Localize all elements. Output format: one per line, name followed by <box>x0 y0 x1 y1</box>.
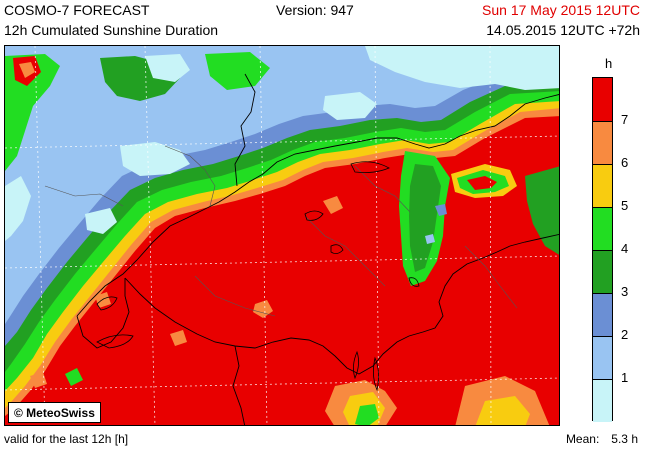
copyright-label: © MeteoSwiss <box>8 402 101 423</box>
field-yellow-south-2 <box>475 396 530 425</box>
graticule <box>5 46 559 425</box>
field-very-low-2 <box>120 142 190 176</box>
field-green-patch-1 <box>5 54 60 171</box>
field-orange-dot-3 <box>323 196 343 214</box>
legend-tick-label: 5 <box>621 198 629 213</box>
field-very-low-4 <box>365 46 559 90</box>
legend-tick-label: 4 <box>621 241 629 256</box>
legend-tick-label: 3 <box>621 284 629 299</box>
validity-note: valid for the last 12h [h] <box>4 432 129 446</box>
mean-label: Mean: <box>565 432 600 446</box>
legend-unit: h <box>605 56 613 71</box>
field-green-patch-3 <box>205 52 270 90</box>
field-orange-dot-1 <box>253 300 273 318</box>
legend-swatch <box>593 293 612 336</box>
valid-time: Sun 17 May 2015 12UTC <box>482 2 640 18</box>
legend-colorbar <box>592 77 613 422</box>
legend-swatch <box>593 336 612 379</box>
field-orange-dot-2 <box>170 330 187 346</box>
field-blue-east-dot-2 <box>425 234 435 244</box>
field-very-low-5 <box>5 176 31 241</box>
run-time: 14.05.2015 12UTC +72h <box>486 22 640 38</box>
field-orange-patch-top <box>19 62 35 78</box>
map-canvas <box>5 46 559 425</box>
field-very-low-3 <box>323 92 377 120</box>
legend-swatch <box>593 78 612 121</box>
field-green-dot-west <box>65 368 83 386</box>
field-very-low-6 <box>85 208 117 234</box>
mean-readout: Mean: 5.3 h <box>566 433 638 445</box>
legend-tick-label: 1 <box>621 370 629 385</box>
country-borders <box>76 73 559 425</box>
lakes <box>96 161 420 392</box>
mean-value: 5.3 h <box>611 432 638 446</box>
field-orange-dot-4 <box>95 292 111 308</box>
legend-tick-label: 7 <box>621 112 629 127</box>
field-green-south-1 <box>355 404 379 425</box>
legend-tick-label: 6 <box>621 155 629 170</box>
model-title: COSMO-7 FORECAST <box>4 2 150 18</box>
region-outlines <box>44 145 518 317</box>
field-blue-light-north <box>5 46 559 324</box>
field-green-dark-east <box>409 164 441 272</box>
legend-swatch <box>593 250 612 293</box>
legend-tick-label: 2 <box>621 327 629 342</box>
field-orange-dot-5 <box>30 372 47 388</box>
legend-swatch <box>593 164 612 207</box>
product-title: 12h Cumulated Sunshine Duration <box>4 22 219 38</box>
legend-swatch <box>593 121 612 164</box>
version-label: Version: 947 <box>276 2 354 18</box>
legend-swatch <box>593 379 612 422</box>
field-very-low-1 <box>145 54 190 82</box>
forecast-map <box>4 45 560 426</box>
field-blue-east-dot <box>435 204 447 216</box>
field-green-east-3 <box>525 166 559 255</box>
legend-swatch <box>593 207 612 250</box>
field-red-east-inner <box>467 176 497 190</box>
